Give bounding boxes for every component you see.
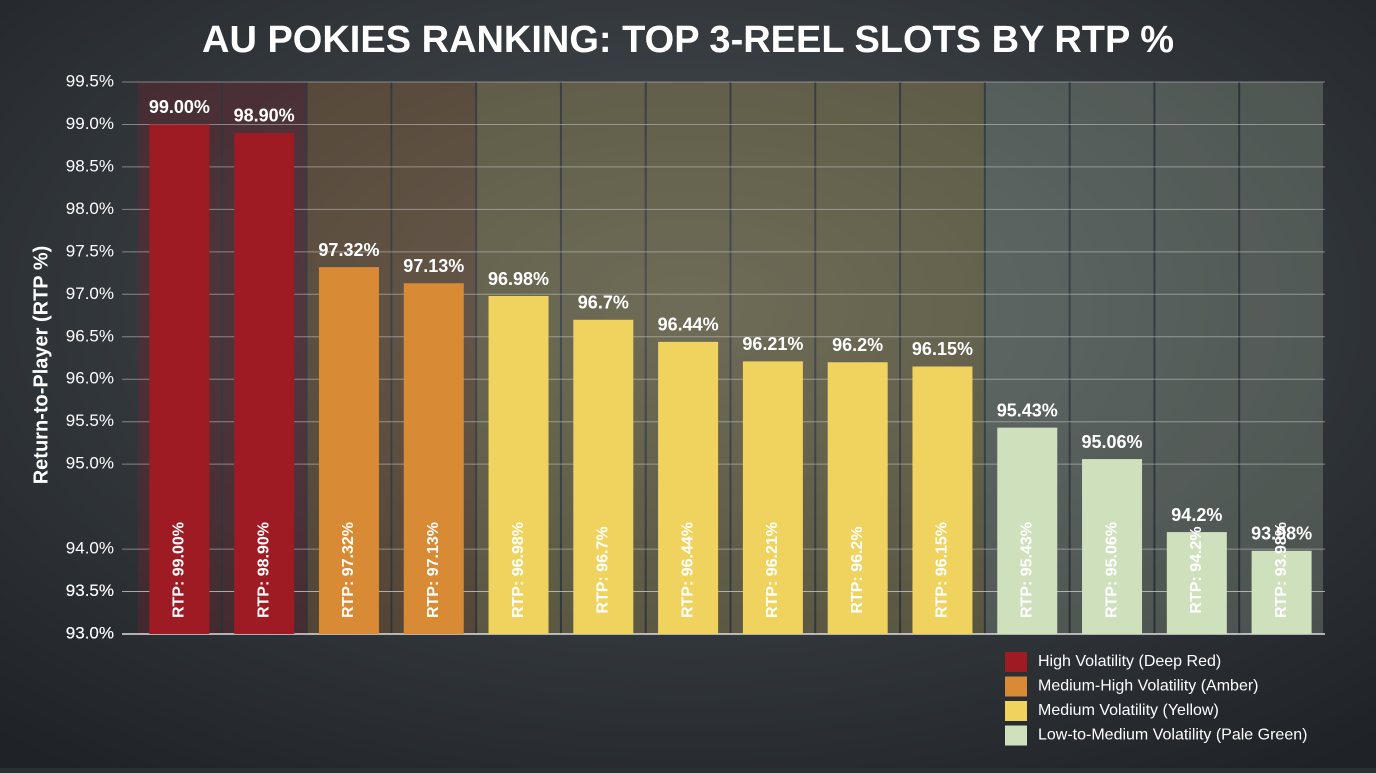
y-tick-label: 99.5% [66, 71, 114, 90]
value-label: 93.98% [1251, 524, 1312, 544]
legend-label: High Volatility (Deep Red) [1038, 653, 1221, 670]
rtp-label: RTP: 96.21% [764, 522, 781, 618]
rtp-label: RTP: 97.13% [425, 522, 442, 618]
y-tick-label: 93.5% [66, 581, 114, 600]
y-tick-label: 93.5% [66, 581, 114, 600]
y-tick-label: 93.0% [66, 623, 114, 642]
y-axis-label: Return-to-Player (RTP %) [30, 246, 52, 485]
bar [1251, 550, 1312, 634]
rtp-label: RTP: 94.2% [1188, 526, 1205, 613]
y-tick-label: 98.5% [66, 156, 114, 175]
rtp-label: RTP: 96.98% [510, 522, 527, 618]
bar [149, 124, 210, 634]
value-label: 98.90% [234, 106, 295, 126]
legend-swatch [1005, 701, 1027, 721]
rtp-label: RTP: 96.7% [595, 526, 612, 613]
y-tick-label: 98.0% [66, 199, 114, 218]
legend-swatch [1005, 676, 1027, 697]
legend-label: Low-to-Medium Volatility (Pale Green) [1038, 727, 1307, 744]
bar [573, 319, 634, 634]
y-tick-label: 96.5% [66, 326, 114, 345]
bar [234, 132, 295, 634]
value-label: 96.7% [578, 293, 629, 313]
y-tick-label: 97.0% [66, 284, 114, 303]
legend-label: Medium-High Volatility (Amber) [1038, 678, 1259, 695]
value-label: 97.13% [403, 256, 464, 276]
bar [488, 296, 549, 634]
y-tick-label: 93.0% [66, 623, 114, 642]
rtp-label: RTP: 99.00% [171, 522, 188, 618]
bar [742, 361, 803, 634]
rtp-label: RTP: 98.90% [255, 522, 272, 618]
legend-swatch [1005, 725, 1027, 746]
bar [658, 341, 719, 634]
y-tick-label: 94.0% [66, 539, 114, 558]
value-label: 96.2% [832, 335, 883, 355]
column-tint [1240, 82, 1323, 634]
value-label: 97.32% [318, 240, 379, 260]
value-label: 96.15% [912, 339, 973, 359]
legend-label: Medium Volatility (Yellow) [1038, 702, 1219, 719]
value-label: 95.43% [997, 400, 1058, 420]
value-label: 94.2% [1171, 505, 1222, 525]
chart-title: AU POKIES RANKING: TOP 3-REEL SLOTS BY R… [202, 19, 1174, 61]
y-tick-label: 99.0% [66, 114, 114, 133]
bar [827, 362, 888, 634]
rtp-label: RTP: 96.2% [849, 526, 866, 613]
value-label: 96.44% [658, 315, 719, 335]
rtp-label: RTP: 97.32% [340, 522, 357, 618]
y-tick-label: 97.5% [66, 241, 114, 260]
bar [1082, 459, 1143, 634]
rtp-label: RTP: 96.15% [934, 522, 951, 618]
rtp-label: RTP: 96.44% [679, 522, 696, 618]
value-label: 96.98% [488, 269, 549, 289]
y-tick-label: 95.0% [66, 454, 114, 473]
y-tick-label: 95.5% [66, 411, 114, 430]
bar [912, 366, 973, 634]
value-label: 96.21% [742, 334, 803, 354]
value-label: 99.00% [149, 97, 210, 117]
bar [1166, 532, 1227, 634]
bar [403, 283, 464, 634]
value-label: 95.06% [1082, 432, 1143, 452]
rtp-label: RTP: 95.43% [1018, 522, 1035, 618]
legend-swatch [1005, 652, 1027, 672]
rtp-label: RTP: 95.06% [1103, 522, 1120, 618]
bar [318, 267, 379, 634]
y-tick-label: 96.0% [66, 369, 114, 388]
bar [997, 427, 1058, 634]
rtp-label: RTP: 93.98% [1273, 522, 1290, 618]
